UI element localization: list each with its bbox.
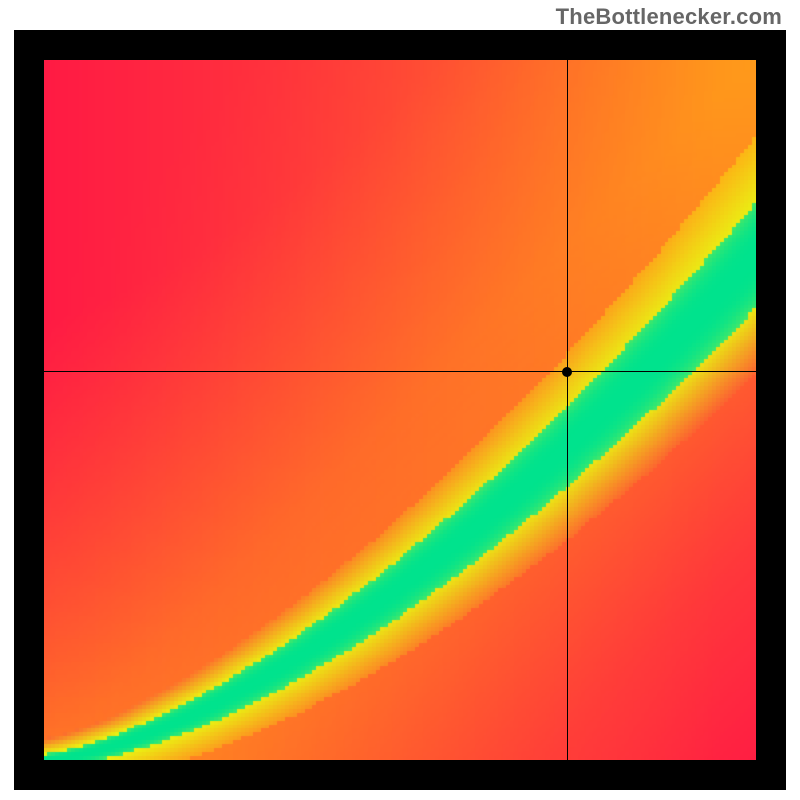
crosshair-marker [562, 367, 572, 377]
heatmap-canvas [44, 60, 756, 760]
watermark-label: TheBottlenecker.com [556, 4, 782, 30]
crosshair-vertical [567, 60, 568, 760]
chart-container: TheBottlenecker.com [0, 0, 800, 800]
crosshair-horizontal [44, 371, 756, 372]
